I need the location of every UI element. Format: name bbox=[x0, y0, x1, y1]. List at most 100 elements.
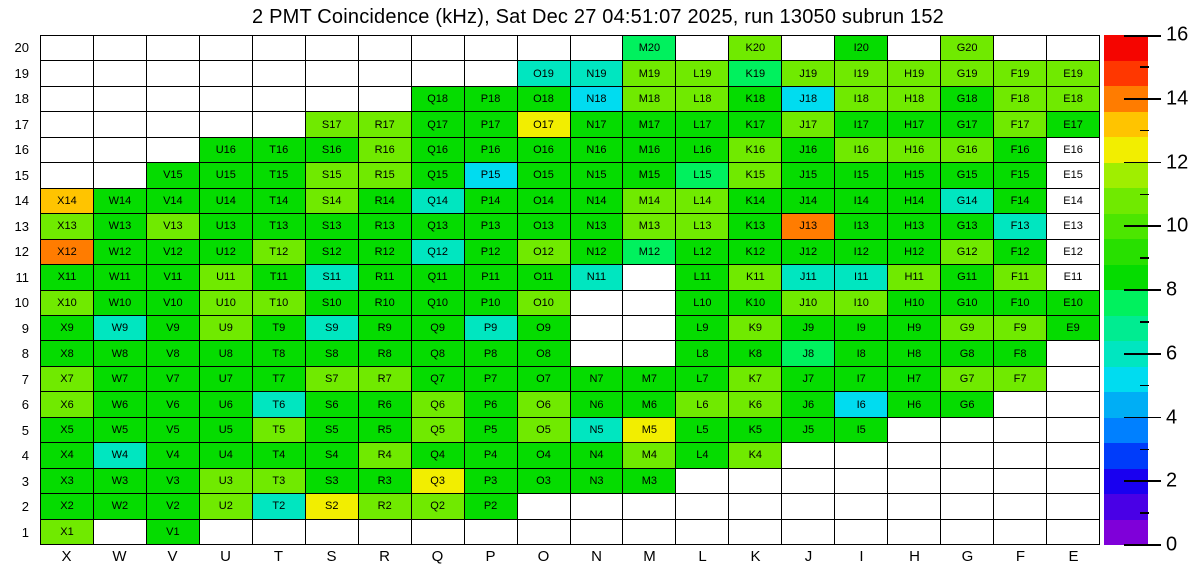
cell-label: V2 bbox=[166, 500, 180, 513]
grid-cell-empty bbox=[941, 519, 995, 545]
cell-label: S11 bbox=[322, 271, 342, 284]
cell-label: T3 bbox=[272, 474, 286, 487]
cell-label: F11 bbox=[1011, 271, 1030, 284]
grid-cell-P3: P3 bbox=[464, 468, 518, 495]
grid-cell-I12: I12 bbox=[835, 239, 889, 266]
grid-cell-empty bbox=[146, 36, 200, 62]
cell-label: Q15 bbox=[427, 169, 449, 182]
cell-label: K5 bbox=[748, 423, 763, 436]
cell-label: O4 bbox=[536, 449, 551, 462]
cell-label: I6 bbox=[856, 398, 866, 411]
grid-cell-R17: R17 bbox=[358, 112, 412, 138]
grid-cell-I8: I8 bbox=[835, 341, 889, 367]
grid-cell-X12: X12 bbox=[41, 239, 94, 266]
cell-label: L13 bbox=[693, 220, 712, 233]
cell-label: P18 bbox=[480, 93, 501, 106]
cell-label: Q4 bbox=[430, 449, 445, 462]
grid-cell-E19: E19 bbox=[1047, 61, 1100, 87]
cell-label: H17 bbox=[904, 118, 925, 131]
grid-cell-N12: N12 bbox=[570, 239, 624, 266]
grid-cell-O13: O13 bbox=[517, 214, 571, 240]
grid-cell-P16: P16 bbox=[464, 137, 518, 164]
grid-cell-K11: K11 bbox=[729, 265, 783, 291]
grid-cell-I14: I14 bbox=[835, 188, 889, 215]
cell-label: V10 bbox=[163, 296, 183, 309]
cell-label: E17 bbox=[1063, 118, 1083, 131]
row-axis-label: 15 bbox=[14, 167, 29, 183]
colorbar-tick bbox=[1124, 289, 1161, 291]
grid-cell-U10: U10 bbox=[199, 290, 253, 316]
grid-cell-empty bbox=[41, 36, 94, 62]
grid-cell-F13: F13 bbox=[994, 214, 1048, 240]
grid-cell-Q11: Q11 bbox=[411, 265, 465, 291]
cell-label: J14 bbox=[799, 194, 818, 207]
cell-label: L19 bbox=[693, 67, 712, 80]
grid-cell-empty bbox=[93, 36, 147, 62]
grid-cell-N4: N4 bbox=[570, 443, 624, 469]
row-axis-label: 17 bbox=[14, 116, 29, 132]
cell-label: X12 bbox=[57, 245, 77, 258]
grid-cell-O15: O15 bbox=[517, 163, 571, 189]
cell-label: O12 bbox=[533, 245, 554, 258]
cell-label: J13 bbox=[799, 220, 818, 233]
cell-label: E19 bbox=[1063, 67, 1083, 80]
grid-cell-S5: S5 bbox=[305, 417, 359, 444]
grid-cell-empty bbox=[305, 519, 359, 545]
cell-label: M6 bbox=[641, 398, 658, 411]
grid-cell-V7: V7 bbox=[146, 366, 200, 393]
grid-cell-N15: N15 bbox=[570, 163, 624, 189]
cell-label: L16 bbox=[693, 144, 712, 157]
grid-cell-empty bbox=[835, 519, 889, 545]
cell-label: X7 bbox=[60, 373, 74, 386]
cell-label: J19 bbox=[799, 67, 818, 80]
grid-cell-empty bbox=[1047, 494, 1100, 520]
cell-label: H19 bbox=[904, 67, 925, 80]
grid-cell-empty bbox=[93, 86, 147, 113]
cell-label: S15 bbox=[321, 169, 342, 182]
cell-label: S8 bbox=[324, 347, 339, 360]
grid-cell-H18: H18 bbox=[888, 86, 942, 113]
colorbar-tick bbox=[1124, 97, 1161, 100]
cell-label: O3 bbox=[536, 474, 551, 487]
grid-cell-M14: M14 bbox=[623, 188, 677, 215]
cell-label: V15 bbox=[163, 169, 183, 182]
colorbar-band bbox=[1104, 35, 1148, 61]
grid-cell-L17: L17 bbox=[676, 112, 730, 138]
cell-label: E15 bbox=[1063, 169, 1083, 182]
grid-cell-P17: P17 bbox=[464, 112, 518, 138]
grid-cell-W12: W12 bbox=[93, 239, 147, 266]
cell-label: U7 bbox=[218, 373, 233, 386]
cell-label: I18 bbox=[853, 93, 869, 106]
grid-cell-U6: U6 bbox=[199, 392, 253, 418]
grid-cell-I15: I15 bbox=[835, 163, 889, 189]
cell-label: W9 bbox=[111, 322, 129, 335]
grid-cell-Q15: Q15 bbox=[411, 163, 465, 189]
grid-cell-L15: L15 bbox=[676, 163, 730, 189]
cell-label: L14 bbox=[693, 194, 712, 207]
grid-cell-Q6: Q6 bbox=[411, 392, 465, 418]
grid-cell-Q13: Q13 bbox=[411, 214, 465, 240]
cell-label: U10 bbox=[215, 296, 236, 309]
grid-cell-V9: V9 bbox=[146, 315, 200, 342]
grid-cell-T9: T9 bbox=[252, 315, 306, 342]
grid-cell-E11: E11 bbox=[1047, 265, 1100, 291]
cell-label: N3 bbox=[589, 474, 604, 487]
grid-cell-empty bbox=[570, 341, 624, 367]
cell-label: L15 bbox=[693, 169, 712, 182]
grid-cell-empty bbox=[782, 36, 836, 62]
cell-label: R8 bbox=[377, 347, 392, 360]
grid-cell-empty bbox=[252, 61, 306, 87]
grid-cell-P5: P5 bbox=[464, 417, 518, 444]
grid-cell-empty bbox=[146, 61, 200, 87]
grid-cell-empty bbox=[835, 494, 889, 520]
grid-cell-J13: J13 bbox=[782, 214, 836, 240]
column-axis-label: O bbox=[537, 548, 550, 565]
grid-cell-empty bbox=[358, 36, 412, 62]
grid-cell-empty bbox=[570, 519, 624, 545]
row-axis-label: 6 bbox=[21, 397, 29, 413]
grid-cell-W4: W4 bbox=[93, 443, 147, 469]
cell-label: X1 bbox=[60, 525, 74, 538]
cell-label: S3 bbox=[324, 474, 339, 487]
grid-cell-S16: S16 bbox=[305, 137, 359, 164]
cell-label: F9 bbox=[1013, 322, 1027, 335]
